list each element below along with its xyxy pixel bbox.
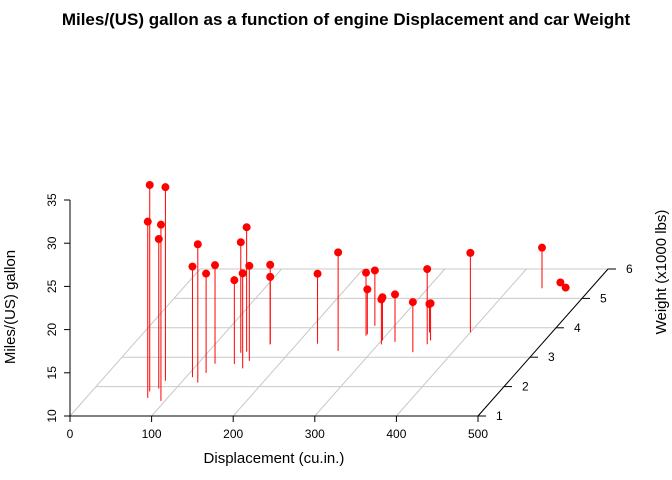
x-tick-label: 500 — [468, 427, 488, 441]
data-point — [193, 240, 202, 249]
y-tick-label: 2 — [522, 380, 529, 394]
y-axis-label: Weight (x1000 lbs) — [653, 210, 670, 335]
y-tick-label: 5 — [600, 291, 607, 305]
x-tick-label: 300 — [305, 427, 325, 441]
x-tick-label: 0 — [67, 427, 74, 441]
x-axis-label: Displacement (cu.in.) — [204, 450, 345, 467]
x-tick-label: 100 — [142, 427, 162, 441]
y-axis-line — [477, 268, 609, 417]
z-tick-label: 15 — [45, 366, 59, 380]
data-point — [238, 269, 247, 278]
data-point — [334, 248, 343, 257]
y-tick-label: 4 — [574, 321, 581, 335]
data-point — [377, 295, 386, 304]
points-layer — [143, 180, 570, 401]
data-point — [426, 299, 435, 308]
chart-title: Miles/(US) gallon as a function of engin… — [62, 10, 631, 29]
grid-line-x — [151, 268, 282, 417]
grid-line-x — [314, 268, 446, 417]
data-point — [363, 285, 372, 294]
z-axis-label: Miles/(US) gallon — [2, 250, 19, 364]
y-tick-label: 6 — [626, 262, 633, 276]
data-point — [538, 243, 547, 252]
data-point — [408, 298, 417, 307]
data-point — [466, 248, 475, 257]
data-point — [561, 283, 570, 292]
data-point — [202, 269, 211, 278]
data-point — [145, 180, 154, 189]
z-tick-label: 20 — [45, 323, 59, 337]
grid-line-x — [69, 268, 201, 417]
data-point — [188, 262, 197, 271]
data-point — [313, 269, 322, 278]
grid-line-x — [396, 268, 527, 417]
data-point — [143, 217, 152, 226]
data-point — [266, 272, 275, 281]
data-point — [370, 266, 379, 275]
z-tick-label: 10 — [45, 409, 59, 423]
z-tick-label: 25 — [45, 279, 59, 293]
data-point — [423, 265, 432, 274]
axis-layer: 0 100 200 300 400 500 10 15 20 25 30 35 1 2 3 4 5 6 — [45, 193, 633, 441]
data-point — [391, 290, 400, 299]
data-point — [556, 278, 565, 287]
y-tick-label: 3 — [548, 350, 555, 364]
data-point — [211, 261, 220, 270]
data-point — [156, 220, 165, 229]
z-tick-label: 30 — [45, 236, 59, 250]
x-tick-label: 400 — [386, 427, 406, 441]
data-point — [242, 223, 251, 232]
data-point — [230, 276, 239, 285]
data-point — [161, 183, 170, 192]
data-point — [154, 235, 163, 244]
data-point — [245, 261, 254, 270]
data-point — [236, 238, 245, 247]
y-tick-label: 1 — [496, 409, 503, 423]
z-tick-label: 35 — [45, 193, 59, 207]
grid-layer — [69, 268, 609, 417]
grid-line-x — [232, 268, 364, 417]
data-point — [362, 268, 371, 277]
data-point — [266, 260, 275, 269]
x-tick-label: 200 — [223, 427, 243, 441]
